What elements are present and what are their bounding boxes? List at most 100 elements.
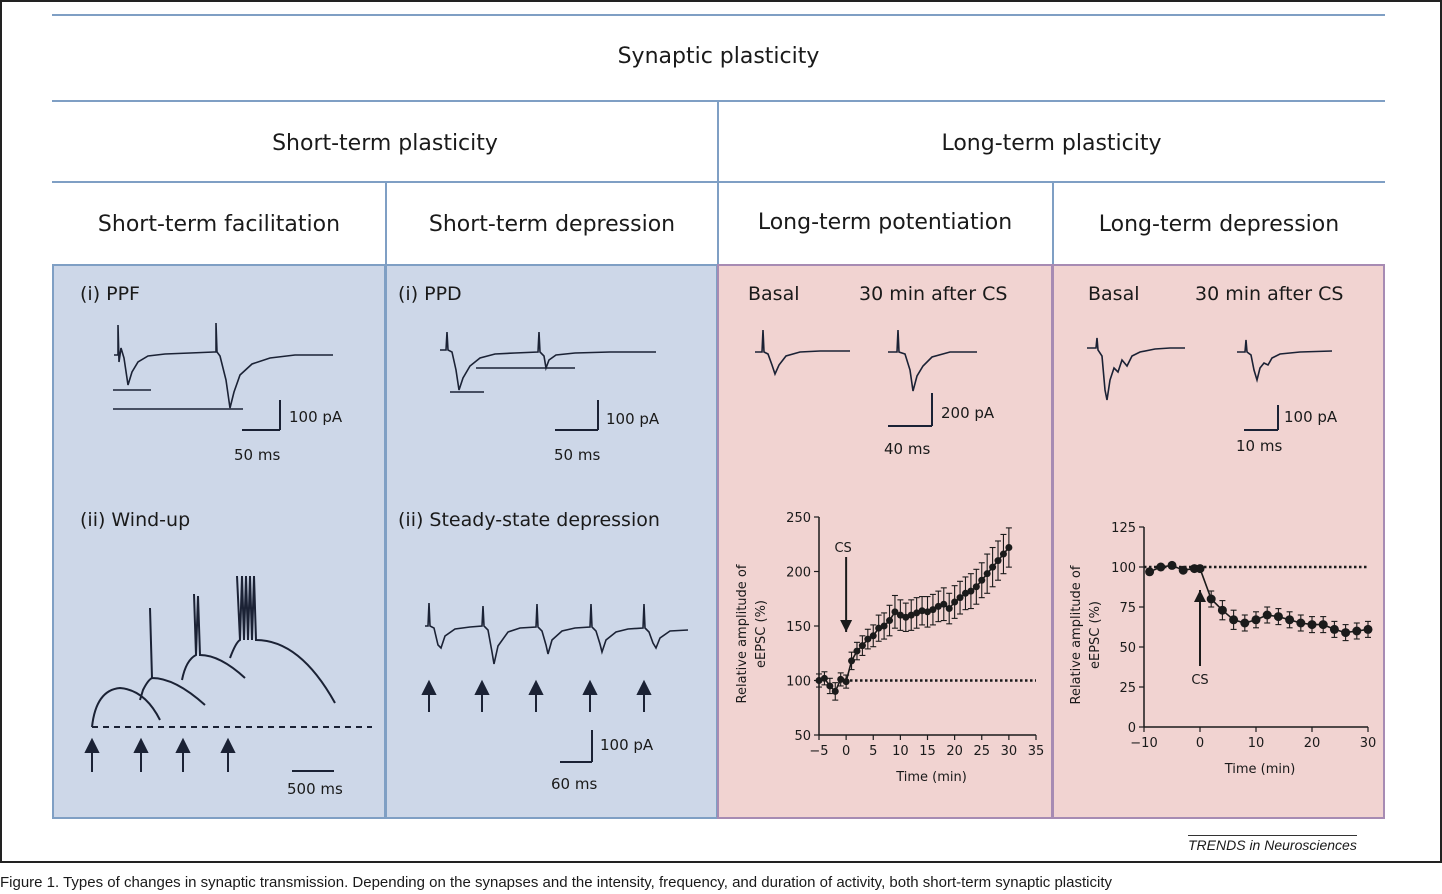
data-point bbox=[891, 608, 899, 616]
ppf-scale-x: 50 ms bbox=[234, 446, 281, 464]
data-point bbox=[1229, 615, 1239, 625]
y-axis-label-line1: Relative amplitude of bbox=[1069, 565, 1084, 704]
data-point bbox=[924, 608, 931, 616]
long-term-heading: Long-term plasticity bbox=[941, 131, 1162, 156]
data-point bbox=[880, 622, 888, 630]
data-point bbox=[831, 687, 839, 695]
cs-arrow-head bbox=[840, 620, 853, 632]
ssd-scale-x: 60 ms bbox=[551, 775, 598, 793]
ltd-basal-label: Basal bbox=[1088, 283, 1140, 305]
x-tick-label: 10 bbox=[1248, 736, 1265, 751]
data-point bbox=[918, 607, 926, 615]
data-point bbox=[896, 611, 904, 619]
data-point bbox=[1318, 620, 1328, 630]
data-point bbox=[1178, 565, 1188, 575]
ppd-label: (i) PPD bbox=[398, 283, 462, 305]
col-ltp-heading: Long-term potentiation bbox=[757, 210, 1013, 235]
x-tick-label: 10 bbox=[892, 744, 909, 759]
windup-label: (ii) Wind-up bbox=[80, 509, 191, 531]
y-tick-label: 150 bbox=[786, 620, 811, 635]
x-tick-label: 15 bbox=[919, 744, 936, 759]
y-tick-label: 50 bbox=[1119, 641, 1136, 656]
data-point bbox=[1285, 615, 1295, 625]
data-point bbox=[864, 635, 872, 643]
y-tick-label: 200 bbox=[786, 566, 811, 581]
short-term-heading: Short-term plasticity bbox=[272, 131, 498, 156]
data-point bbox=[972, 583, 980, 591]
data-point bbox=[989, 563, 997, 571]
data-point bbox=[1167, 560, 1177, 570]
data-point bbox=[1195, 564, 1205, 574]
data-point bbox=[1296, 618, 1306, 628]
windup-scale-x: 500 ms bbox=[287, 780, 343, 798]
data-point bbox=[837, 675, 845, 683]
ltp-scale-y: 200 pA bbox=[941, 404, 995, 422]
x-tick-label: 0 bbox=[842, 744, 850, 759]
data-point bbox=[1262, 610, 1272, 620]
data-point bbox=[1273, 612, 1283, 622]
data-point bbox=[951, 598, 959, 606]
source-credit: TRENDS in Neurosciences bbox=[1188, 835, 1357, 853]
top-rule bbox=[52, 14, 1385, 16]
data-point bbox=[1145, 567, 1155, 577]
data-point bbox=[956, 594, 964, 602]
windup-stimulus-arrows bbox=[84, 737, 236, 772]
ltd-scale-y: 100 pA bbox=[1284, 408, 1338, 426]
data-point bbox=[978, 576, 986, 584]
col-ltd-heading: Long-term depression bbox=[1098, 212, 1340, 237]
data-point bbox=[875, 624, 883, 632]
y-tick-label: 100 bbox=[1111, 561, 1136, 576]
data-point bbox=[1005, 544, 1013, 552]
x-axis-label: Time (min) bbox=[1224, 762, 1296, 777]
x-tick-label: 25 bbox=[973, 744, 990, 759]
ssd-scale-y: 100 pA bbox=[600, 736, 654, 754]
ssd-stimulus-arrows bbox=[421, 679, 652, 712]
cs-arrow-head bbox=[1194, 590, 1206, 602]
ltp-after-label: 30 min after CS bbox=[859, 283, 1008, 305]
data-point bbox=[886, 617, 894, 625]
y-axis-label-line2: eEPSC (%) bbox=[754, 600, 769, 668]
x-tick-label: −10 bbox=[1130, 736, 1157, 751]
data-point bbox=[1329, 624, 1339, 634]
data-point bbox=[994, 557, 1002, 565]
ppf-scale-y: 100 pA bbox=[289, 408, 343, 426]
x-tick-label: 20 bbox=[1304, 736, 1321, 751]
col-std-heading: Short-term depression bbox=[428, 212, 676, 237]
cs-annotation: CS bbox=[834, 541, 851, 556]
data-point bbox=[842, 678, 850, 686]
data-point bbox=[967, 587, 975, 595]
data-point bbox=[940, 600, 948, 608]
ltd-after-label: 30 min after CS bbox=[1195, 283, 1344, 305]
x-tick-label: 0 bbox=[1196, 736, 1204, 751]
y-tick-label: 100 bbox=[786, 675, 811, 690]
data-point bbox=[934, 602, 942, 610]
figure-frame bbox=[0, 0, 1442, 863]
ppd-scale-y: 100 pA bbox=[606, 410, 660, 428]
x-tick-label: 35 bbox=[1028, 744, 1045, 759]
data-point bbox=[815, 677, 823, 684]
y-tick-label: 0 bbox=[1128, 721, 1136, 736]
divider-c bbox=[1052, 181, 1054, 265]
data-point bbox=[1363, 624, 1373, 634]
data-point bbox=[858, 642, 866, 650]
ltp-basal-label: Basal bbox=[748, 283, 800, 305]
data-point bbox=[902, 613, 910, 621]
ssd-label: (ii) Steady-state depression bbox=[398, 509, 660, 531]
data-point bbox=[961, 589, 969, 597]
data-point bbox=[1251, 615, 1261, 625]
y-tick-label: 50 bbox=[794, 729, 811, 744]
ltp-scale-x: 40 ms bbox=[884, 440, 931, 458]
data-point bbox=[1156, 562, 1166, 572]
divider-main bbox=[717, 100, 719, 182]
x-tick-label: 30 bbox=[1360, 736, 1377, 751]
data-point bbox=[1217, 605, 1227, 615]
data-point bbox=[1352, 626, 1362, 636]
y-tick-label: 125 bbox=[1111, 521, 1136, 536]
data-point bbox=[945, 605, 953, 613]
